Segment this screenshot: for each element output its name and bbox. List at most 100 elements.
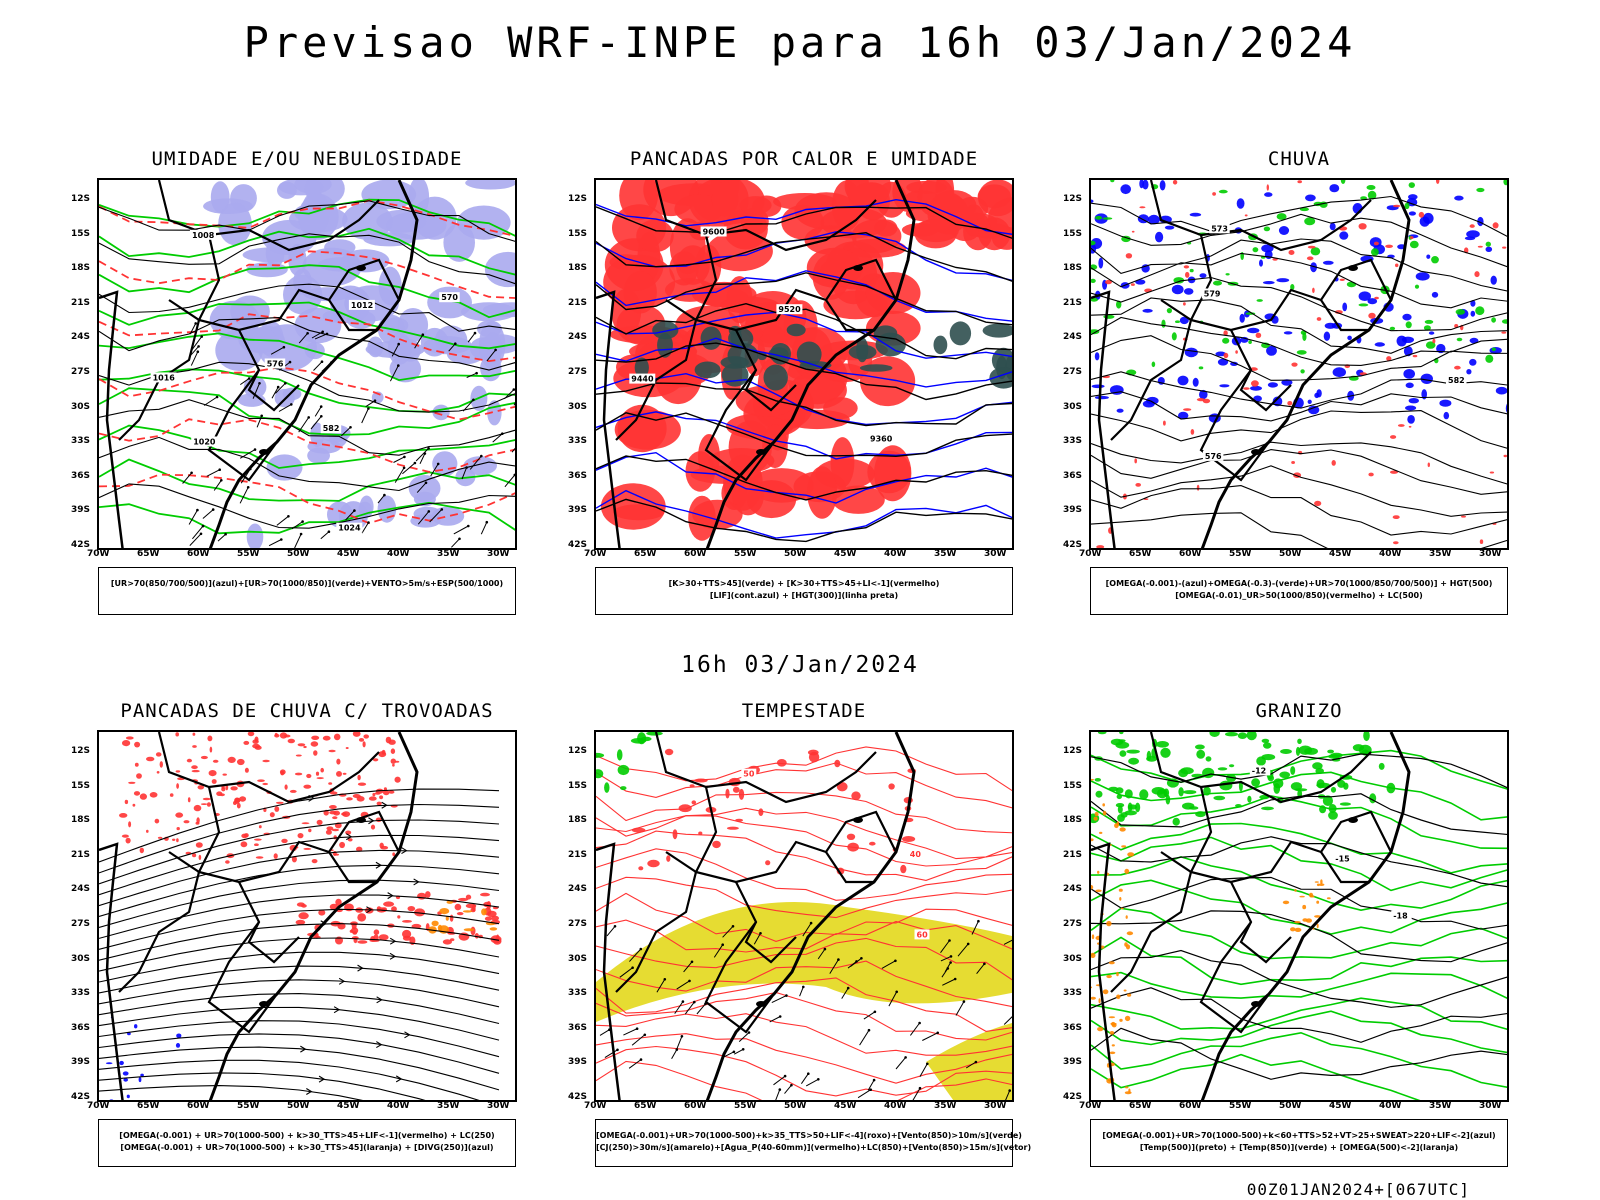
map-canvas <box>99 732 502 1100</box>
longitude-label: 55W <box>237 1101 260 1111</box>
map-canvas: 50 40 60 <box>596 732 1012 1100</box>
longitude-label: 60W <box>187 1101 210 1111</box>
contour-label: 573 <box>1211 224 1228 233</box>
contour-label: 570 <box>441 293 458 302</box>
legend-line: [LIF](cont.azul) + [HGT(300)](linha pret… <box>709 591 899 600</box>
latitude-label: 18S <box>568 815 588 826</box>
contour-label: -15 <box>1335 854 1350 863</box>
longitude-label: 55W <box>1229 1101 1252 1111</box>
latitude-label: 33S <box>71 988 91 999</box>
weather-map-panel <box>97 730 517 1102</box>
longitude-label: 45W <box>1329 549 1352 559</box>
contour-label: -18 <box>1393 912 1408 921</box>
legend-line: [OMEGA(-0.01)_UR>50(1000/850)(vermelho) … <box>1175 591 1423 600</box>
legend-line: [OMEGA(-0.001)+UR>70(1000-500)+k>35_TTS>… <box>596 1131 1022 1140</box>
latitude-label: 24S <box>1063 332 1083 343</box>
latitude-label: 36S <box>568 470 588 481</box>
longitude-label: 50W <box>287 1101 310 1111</box>
panel-title: TEMPESTADE <box>741 700 867 722</box>
latitude-label: 33S <box>568 988 588 999</box>
latitude-label: 15S <box>71 780 91 791</box>
longitude-label: 55W <box>734 549 757 559</box>
contour-label: 576 <box>267 360 284 369</box>
latitude-label: 21S <box>568 297 588 308</box>
panel-title: UMIDADE E/OU NEBULOSIDADE <box>151 148 463 170</box>
contour-label: 60 <box>917 930 929 939</box>
latitude-label: 27S <box>1063 367 1083 377</box>
forecast-time-label: 16h 03/Jan/2024 <box>681 652 919 678</box>
longitude-label: 65W <box>1129 1101 1152 1111</box>
latitude-label: 21S <box>1063 849 1083 860</box>
latitude-label: 27S <box>568 367 588 377</box>
longitude-label: 70W <box>584 549 607 559</box>
longitude-label: 45W <box>337 1101 360 1111</box>
longitude-label: 30W <box>984 1101 1007 1111</box>
longitude-label: 65W <box>634 549 657 559</box>
panel-title: PANCADAS POR CALOR E UMIDADE <box>629 148 979 170</box>
weather-map-panel: 573 579 582 576 <box>1089 178 1509 550</box>
contour-label: 1020 <box>193 438 216 447</box>
longitude-label: 70W <box>1079 549 1102 559</box>
panel-legend: [OMEGA(-0.001)-(azul)+OMEGA(-0.3)-(verde… <box>1090 567 1508 615</box>
latitude-label: 12S <box>71 194 91 204</box>
contour-label: 1016 <box>153 373 176 382</box>
panel-legend: [UR>70(850/700/500)](azul)+[UR>70(1000/8… <box>98 567 516 615</box>
longitude-label: 40W <box>387 1101 410 1111</box>
legend-line: [OMEGA(-0.001)+UR>70(1000-500)+k<60+TTS>… <box>1102 1131 1496 1140</box>
latitude-label: 24S <box>568 332 588 343</box>
latitude-label: 21S <box>568 849 588 860</box>
longitude-label: 40W <box>884 1101 907 1111</box>
map-canvas: 573 579 582 576 <box>1091 180 1507 548</box>
longitude-label: 55W <box>734 1101 757 1111</box>
contour-label: 1024 <box>338 524 361 533</box>
latitude-label: 42S <box>568 1092 588 1102</box>
latitude-label: 42S <box>1063 1092 1083 1102</box>
longitude-label: 30W <box>487 549 510 559</box>
latitude-label: 15S <box>1063 780 1083 791</box>
longitude-label: 45W <box>337 549 360 559</box>
latitude-label: 21S <box>71 297 91 308</box>
legend-line: [K>30+TTS>45](verde) + [K>30+TTS>45+LI<-… <box>668 579 940 588</box>
latitude-label: 12S <box>71 746 91 756</box>
latitude-label: 27S <box>71 919 91 929</box>
latitude-label: 30S <box>568 953 588 964</box>
panel-title: PANCADAS DE CHUVA C/ TROVOADAS <box>120 700 494 722</box>
longitude-label: 40W <box>387 549 410 559</box>
latitude-label: 18S <box>1063 263 1083 274</box>
latitude-label: 15S <box>71 228 91 239</box>
latitude-label: 30S <box>71 953 91 964</box>
panel-legend: [K>30+TTS>45](verde) + [K>30+TTS>45+LI<-… <box>595 567 1013 615</box>
map-canvas: -12 -15 -18 <box>1091 732 1507 1100</box>
latitude-label: 39S <box>71 1057 91 1068</box>
longitude-label: 70W <box>584 1101 607 1111</box>
latitude-label: 36S <box>568 1022 588 1033</box>
panel-legend: [OMEGA(-0.001) + UR>70(1000-500) + k>30_… <box>98 1119 516 1167</box>
panel-title: GRANIZO <box>1255 700 1343 722</box>
legend-line: [CJ(250)>30m/s](amarelo)+[Agua_P(40-60mm… <box>596 1143 1032 1152</box>
longitude-label: 30W <box>984 549 1007 559</box>
longitude-label: 45W <box>834 549 857 559</box>
latitude-label: 42S <box>71 540 91 550</box>
latitude-label: 30S <box>568 401 588 412</box>
latitude-label: 21S <box>71 849 91 860</box>
latitude-label: 39S <box>1063 1057 1083 1068</box>
weather-map-panel: 9600 9520 9440 9360 <box>594 178 1014 550</box>
contour-label: 9440 <box>631 375 654 384</box>
latitude-label: 24S <box>568 884 588 895</box>
legend-line: [UR>70(850/700/500)](azul)+[UR>70(1000/8… <box>110 579 504 588</box>
latitude-label: 42S <box>71 1092 91 1102</box>
longitude-label: 35W <box>437 1101 460 1111</box>
latitude-label: 36S <box>71 1022 91 1033</box>
latitude-label: 39S <box>568 1057 588 1068</box>
longitude-label: 55W <box>1229 549 1252 559</box>
weather-map-panel: 50 40 60 <box>594 730 1014 1102</box>
legend-line: [OMEGA(-0.001) + UR>70(1000-500) + k>30_… <box>120 1143 494 1152</box>
latitude-label: 21S <box>1063 297 1083 308</box>
longitude-label: 60W <box>1179 1101 1202 1111</box>
latitude-label: 30S <box>71 401 91 412</box>
longitude-label: 60W <box>1179 549 1202 559</box>
latitude-label: 18S <box>1063 815 1083 826</box>
latitude-label: 30S <box>1063 953 1083 964</box>
legend-line: [Temp(500)](preto) + [Temp(850)](verde) … <box>1139 1143 1459 1152</box>
longitude-label: 50W <box>287 549 310 559</box>
